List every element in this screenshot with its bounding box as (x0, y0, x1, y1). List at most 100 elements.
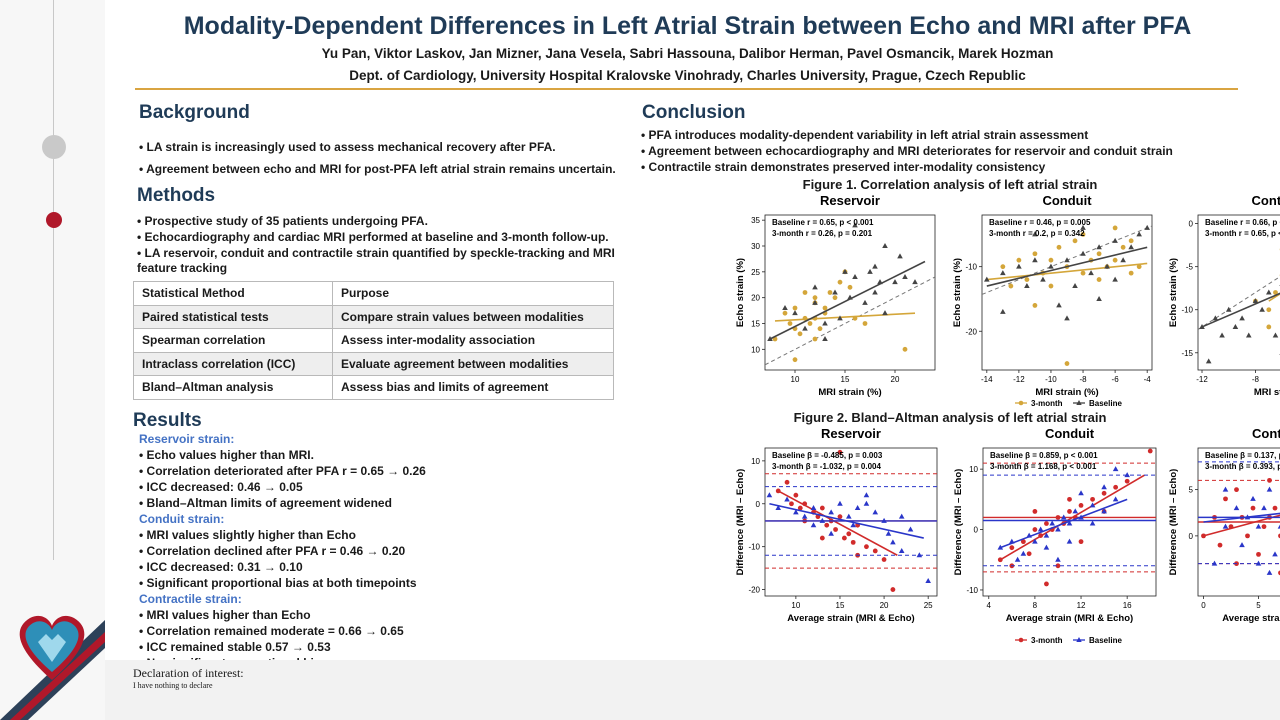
data-point (1056, 244, 1062, 250)
data-point (872, 548, 878, 554)
table-row: Intraclass correlation (ICC) Evaluate ag… (133, 351, 614, 376)
data-point (898, 547, 905, 553)
data-point (842, 268, 848, 274)
chart-panel-6: Contractile051050Average strain (MRI & E… (1168, 426, 1280, 624)
data-point (812, 284, 818, 290)
y-tick-label: 20 (751, 294, 760, 303)
data-point (1032, 231, 1038, 237)
data-point (1048, 263, 1054, 269)
data-point (925, 577, 931, 583)
x-axis-label: MRI strain (%) (1254, 387, 1280, 398)
timeline-line (53, 0, 54, 560)
x-tick-label: -14 (981, 375, 993, 384)
chart-title: Reservoir (821, 426, 881, 441)
x-axis-label: MRI strain (%) (1035, 387, 1098, 398)
data-point (807, 321, 813, 326)
y-tick-label: 0 (756, 500, 761, 509)
data-point (1043, 532, 1050, 538)
y-axis-label: Difference (MRI – Echo) (1168, 469, 1179, 576)
data-point (1252, 298, 1259, 304)
conclusion-list: • PFA introduces modality-dependent vari… (641, 128, 1261, 176)
data-point (1239, 315, 1245, 321)
data-point (833, 527, 838, 532)
data-point (766, 492, 773, 498)
data-point (1096, 244, 1102, 250)
data-point (890, 539, 896, 545)
data-point (850, 539, 856, 545)
data-point (810, 505, 817, 511)
data-point (1144, 224, 1150, 230)
data-point (1267, 477, 1272, 483)
conclusion-bullet: • PFA introduces modality-dependent vari… (641, 128, 1089, 142)
data-point (812, 299, 818, 305)
x-tick-label: 20 (880, 601, 889, 610)
data-point (1136, 231, 1142, 237)
data-point (828, 509, 834, 515)
data-point (885, 530, 892, 536)
stat-annotation: Baseline r = 0.66, p < 0.001 (1205, 218, 1280, 227)
y-tick-label: -20 (748, 586, 760, 595)
x-tick-label: -12 (1196, 375, 1208, 384)
data-point (881, 557, 887, 562)
left-decor-strip (0, 0, 105, 720)
data-point (775, 505, 782, 511)
table-header-cell: Purpose (332, 281, 614, 306)
data-point (1266, 289, 1272, 295)
data-point (822, 305, 828, 311)
data-point (784, 479, 790, 485)
legend-label: Baseline (1089, 399, 1122, 408)
table-cell: Compare strain values between modalities (332, 304, 614, 329)
data-point (817, 326, 823, 332)
data-point (1222, 486, 1229, 492)
data-point (845, 513, 852, 519)
legend-label: 3-month (1031, 399, 1063, 408)
regression-line (769, 260, 926, 340)
data-point (1032, 538, 1038, 544)
data-point (1266, 307, 1272, 313)
data-point (1055, 515, 1061, 520)
data-point (832, 289, 838, 295)
data-point (912, 279, 918, 285)
data-point (1000, 270, 1006, 276)
data-point (1088, 270, 1094, 276)
y-tick-label: -5 (1186, 263, 1194, 272)
data-point (1266, 324, 1272, 330)
data-point (1078, 490, 1084, 496)
data-point (1080, 231, 1086, 237)
data-point (1113, 484, 1119, 490)
x-tick-label: -6 (1112, 375, 1120, 384)
figure1-title: Figure 1. Correlation analysis of left a… (802, 177, 1098, 192)
data-point (1080, 250, 1086, 256)
data-point (872, 509, 879, 515)
methods-bullet: • Echocardiography and cardiac MRI perfo… (137, 230, 609, 244)
data-point (1112, 225, 1118, 231)
data-point (1080, 224, 1086, 230)
data-point (1020, 539, 1026, 545)
methods-bullet: • LA reservoir, conduit and contractile … (137, 246, 615, 275)
stat-annotation: Baseline r = 0.46, p = 0.005 (989, 218, 1091, 227)
data-point (1212, 315, 1219, 321)
data-point (1233, 505, 1240, 511)
results-bullet: • Correlation deteriorated after PFA r =… (139, 464, 426, 478)
data-point (1128, 244, 1134, 250)
regression-line (774, 312, 916, 322)
data-point (797, 331, 803, 337)
y-tick-label: 30 (751, 242, 760, 251)
data-point (792, 310, 798, 316)
data-point (1112, 257, 1118, 263)
data-point (1032, 509, 1038, 514)
conclusion-bullet: • Contractile strain demonstrates preser… (641, 160, 1046, 174)
chart-title: Conduit (1045, 426, 1095, 441)
data-point (1128, 270, 1134, 276)
y-tick-label: -10 (748, 543, 760, 552)
stat-annotation: 3-month r = 0.2, p = 0.342 (989, 229, 1085, 238)
stat-annotation: Baseline r = 0.65, p < 0.001 (772, 218, 874, 227)
results-bullet: • MRI values higher than Echo (139, 608, 311, 622)
x-tick-label: -12 (1013, 375, 1025, 384)
poster-affiliation: Dept. of Cardiology, University Hospital… (349, 68, 1026, 83)
data-point (1064, 361, 1070, 366)
data-point (872, 289, 878, 295)
x-axis-label: Average strain (MRI & Echo) (1006, 613, 1133, 624)
stat-annotation: 3-month β = -1.032, p = 0.004 (772, 462, 881, 471)
data-point (802, 325, 808, 331)
